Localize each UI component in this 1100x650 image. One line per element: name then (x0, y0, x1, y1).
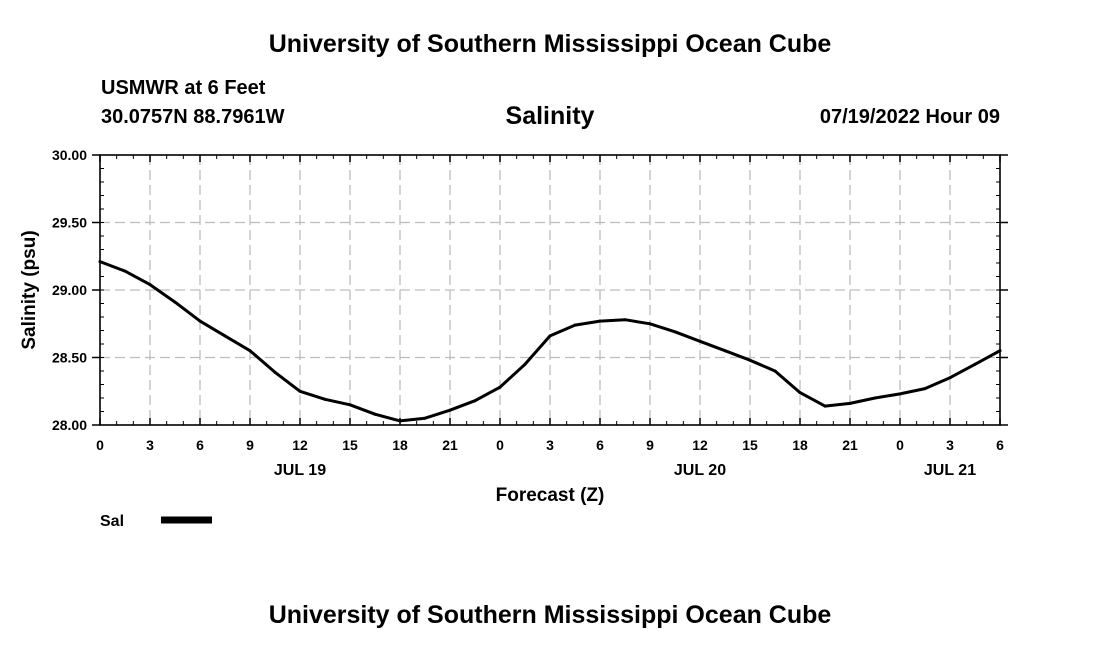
data-point (223, 334, 227, 338)
data-point (673, 330, 677, 334)
x-tick-label: 18 (392, 437, 408, 453)
x-tick-label: 9 (246, 437, 254, 453)
y-tick-label: 29.00 (52, 282, 87, 298)
data-point (323, 397, 327, 401)
x-tick-label: 0 (96, 437, 104, 453)
data-point (873, 396, 877, 400)
x-tick-label: 21 (442, 437, 458, 453)
x-tick-label: 3 (146, 437, 154, 453)
data-point (523, 362, 527, 366)
data-point (173, 300, 177, 304)
data-point (448, 408, 452, 412)
data-point (948, 376, 952, 380)
data-point (898, 392, 902, 396)
data-point (798, 391, 802, 395)
day-label: JUL 21 (924, 462, 976, 479)
data-point (573, 323, 577, 327)
x-tick-label: 9 (646, 437, 654, 453)
x-tick-label: 18 (792, 437, 808, 453)
data-point (598, 319, 602, 323)
x-tick-label: 0 (496, 437, 504, 453)
x-tick-label: 21 (842, 437, 858, 453)
x-tick-label: 6 (596, 437, 604, 453)
data-point (298, 389, 302, 393)
footer-title: University of Southern Mississippi Ocean… (268, 601, 832, 629)
day-label: JUL 19 (274, 462, 326, 479)
data-point (423, 416, 427, 420)
x-axis-label: Forecast (Z) (496, 485, 605, 506)
data-point (973, 362, 977, 366)
data-point (473, 399, 477, 403)
x-tick-label: 3 (546, 437, 554, 453)
page-title: University of Southern Mississippi Ocean… (268, 30, 832, 58)
y-tick-label: 30.00 (52, 147, 87, 163)
data-point (498, 385, 502, 389)
data-point (848, 401, 852, 405)
x-tick-label: 12 (292, 437, 308, 453)
data-point (348, 403, 352, 407)
data-point (373, 412, 377, 416)
station-coords: 30.0757N 88.7961W (101, 106, 285, 128)
data-point (98, 260, 102, 264)
data-point (698, 339, 702, 343)
data-point (723, 349, 727, 353)
y-tick-label: 28.50 (52, 350, 87, 366)
station-label: USMWR at 6 Feet (101, 77, 266, 99)
data-point (998, 349, 1002, 353)
x-tick-label: 15 (342, 437, 358, 453)
data-point (923, 387, 927, 391)
data-point (748, 358, 752, 362)
data-point (248, 349, 252, 353)
plot-frame (99, 154, 1001, 426)
data-point (148, 283, 152, 287)
forecast-datetime: 07/19/2022 Hour 09 (819, 106, 1000, 128)
y-tick-label: 28.00 (52, 417, 87, 433)
data-point (198, 319, 202, 323)
day-label: JUL 20 (674, 462, 726, 479)
legend-label: Sal (100, 513, 124, 530)
y-axis-label: Salinity (psu) (19, 230, 40, 349)
data-point (273, 370, 277, 374)
chart-title: Salinity (505, 102, 595, 130)
data-point (623, 318, 627, 322)
data-point (773, 369, 777, 373)
x-tick-label: 6 (996, 437, 1004, 453)
x-tick-label: 3 (946, 437, 954, 453)
x-tick-label: 6 (196, 437, 204, 453)
data-point (398, 419, 402, 423)
data-point (648, 322, 652, 326)
data-point (823, 404, 827, 408)
y-tick-label: 29.50 (52, 215, 87, 231)
data-point (123, 269, 127, 273)
x-tick-label: 12 (692, 437, 708, 453)
x-tick-label: 0 (896, 437, 904, 453)
data-point (548, 334, 552, 338)
x-tick-label: 15 (742, 437, 758, 453)
